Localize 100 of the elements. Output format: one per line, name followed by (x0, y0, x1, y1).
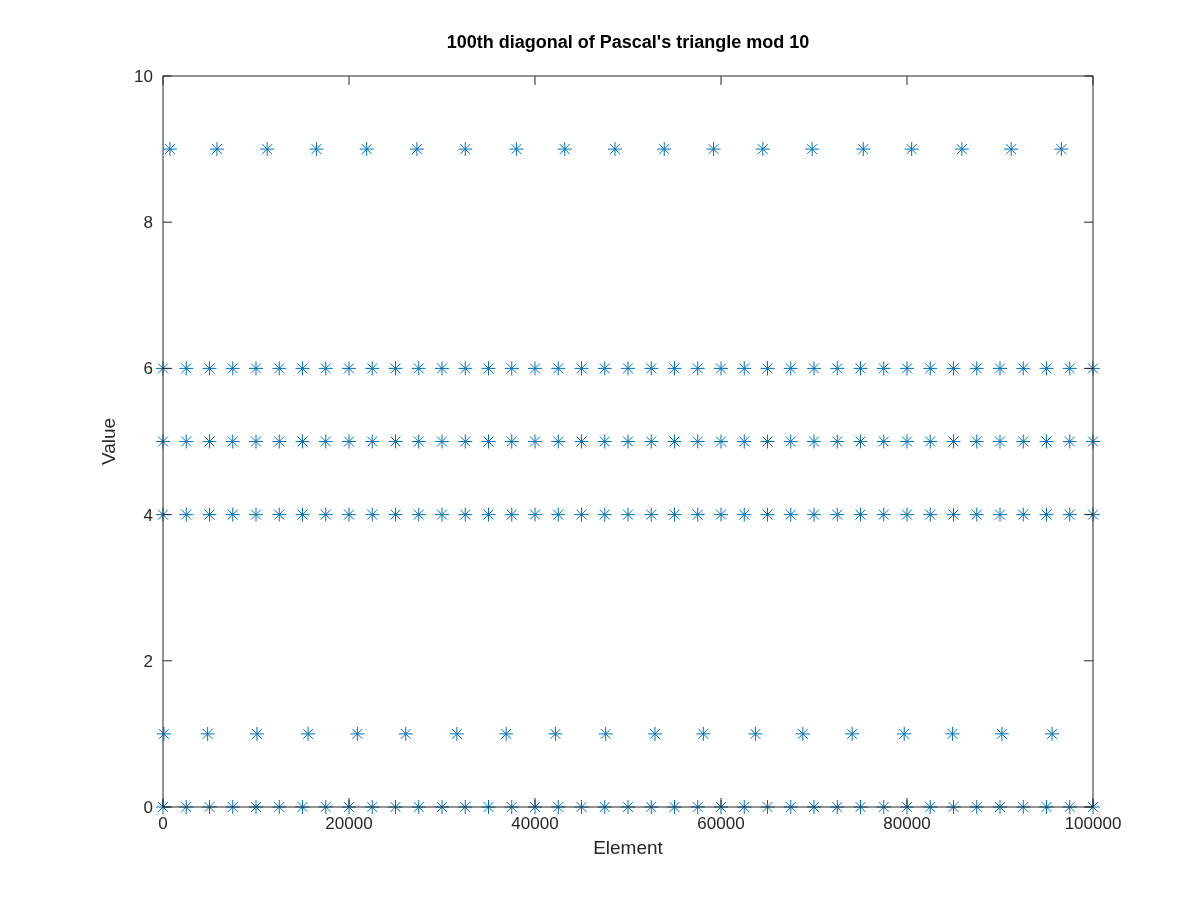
point (259, 141, 275, 157)
point (341, 507, 357, 523)
point (713, 360, 729, 376)
point (574, 507, 589, 523)
point (434, 434, 450, 449)
point (969, 360, 985, 376)
point (946, 507, 961, 523)
point (155, 507, 171, 523)
point (364, 360, 380, 376)
point (690, 507, 706, 523)
point (1015, 434, 1031, 449)
y-tick-label: 6 (143, 359, 153, 379)
point (904, 141, 920, 157)
point (736, 434, 752, 449)
point (736, 360, 752, 376)
point (457, 360, 473, 376)
point (853, 799, 868, 815)
point (388, 799, 403, 815)
point (713, 799, 729, 815)
point (844, 726, 860, 742)
point (318, 360, 334, 376)
point (597, 434, 613, 449)
point (504, 360, 520, 376)
point (249, 726, 265, 742)
point (922, 799, 938, 815)
point (899, 360, 915, 376)
point (550, 434, 566, 449)
point (804, 141, 820, 157)
point (806, 360, 822, 376)
point (992, 360, 1008, 376)
point (155, 434, 171, 449)
point (457, 507, 473, 523)
point (706, 141, 722, 157)
point (318, 507, 334, 523)
point (783, 507, 799, 523)
y-tick-label: 2 (143, 651, 153, 671)
point (1062, 507, 1078, 523)
point (318, 799, 334, 815)
point (178, 507, 194, 523)
point (690, 434, 706, 449)
point (508, 141, 524, 157)
point (409, 141, 425, 157)
point (574, 360, 589, 376)
point (607, 141, 623, 157)
point (1015, 360, 1031, 376)
point (271, 799, 287, 815)
point (806, 507, 822, 523)
point (178, 799, 194, 815)
point (620, 507, 636, 523)
point (1044, 726, 1060, 742)
point (481, 507, 496, 523)
point (248, 360, 264, 376)
point (695, 726, 711, 742)
point (341, 360, 357, 376)
x-tick-label: 60000 (697, 814, 745, 833)
point (969, 507, 985, 523)
point (643, 507, 659, 523)
point (557, 141, 573, 157)
point (550, 799, 566, 815)
point (992, 799, 1008, 815)
x-tick-label: 100000 (1064, 814, 1122, 833)
x-tick-label: 40000 (511, 814, 559, 833)
point (178, 360, 194, 376)
point (1062, 799, 1078, 815)
point (411, 360, 427, 376)
point (308, 141, 324, 157)
point (498, 726, 514, 742)
point (760, 799, 775, 815)
point (946, 360, 961, 376)
point (598, 726, 614, 742)
point (295, 360, 310, 376)
point (667, 799, 682, 815)
point (1015, 799, 1031, 815)
point (271, 434, 287, 449)
point (992, 434, 1008, 449)
point (434, 360, 450, 376)
point (896, 726, 912, 742)
point (359, 141, 375, 157)
point (481, 360, 496, 376)
point (411, 434, 427, 449)
point (295, 507, 310, 523)
point (271, 360, 287, 376)
point (736, 507, 752, 523)
point (876, 434, 892, 449)
point (806, 434, 822, 449)
point (713, 434, 729, 449)
point (969, 434, 985, 449)
point (643, 799, 659, 815)
point (806, 799, 822, 815)
point (829, 799, 845, 815)
point (946, 799, 961, 815)
point (597, 360, 613, 376)
point (755, 141, 771, 157)
point (876, 360, 892, 376)
point (829, 434, 845, 449)
point (388, 360, 403, 376)
point (550, 507, 566, 523)
point (922, 360, 938, 376)
point (783, 434, 799, 449)
point (481, 799, 496, 815)
